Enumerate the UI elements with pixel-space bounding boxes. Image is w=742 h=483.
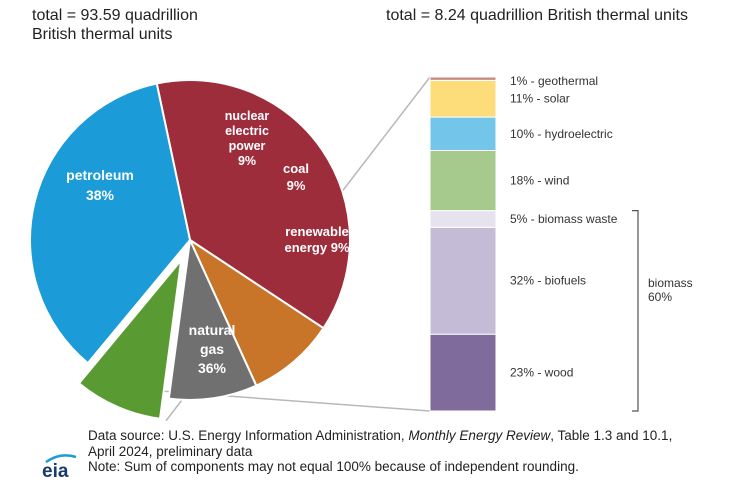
data-source-line: Data source: U.S. Energy Information Adm… (88, 428, 738, 444)
bar-label-biofuels: 32% - biofuels (510, 274, 586, 288)
pie-total-line2: British thermal units (32, 26, 173, 43)
stacked-bar (429, 76, 497, 412)
bar-segment-biomass-waste (429, 210, 497, 228)
source-italic: Monthly Energy Review (408, 428, 551, 443)
pie-slice-petroleum (155, 79, 351, 330)
pie-total-line1: total = 93.59 quadrillion (32, 7, 198, 24)
biomass-bracket: biomass 60% (632, 210, 693, 412)
bar-label-wind: 18% - wind (510, 174, 569, 188)
pie-labels: petroleum 38% nuclear electric power 9% coal 9%… (66, 109, 350, 376)
pie-label-petroleum: petroleum 38% (66, 167, 134, 203)
svg-text:eia: eia (42, 461, 69, 480)
bar-segment-geothermal (429, 76, 497, 81)
bar-label-solar: 11% - solar (510, 92, 570, 106)
source-suffix: , Table 1.3 and 10.1, (550, 428, 673, 443)
pie-label-natural-gas: natural gas 36% (189, 322, 236, 376)
footer-notes: Data source: U.S. Energy Information Adm… (88, 428, 738, 475)
pie-chart (29, 79, 351, 420)
pie-slice-natural-gas (29, 82, 192, 365)
bar-label-biomass-waste: 5% - biomass waste (510, 212, 618, 226)
bar-segment-wood (429, 333, 497, 412)
pie-slice-coal (167, 236, 258, 401)
bar-total-header: total = 8.24 quadrillion British thermal… (386, 7, 688, 24)
pie-label-nuclear-electric-power: nuclear electric power 9% (225, 109, 270, 168)
bar-labels: 23% - wood 32% - biofuels 5% - biomass was… (510, 74, 618, 380)
bar-label-wood: 23% - wood (510, 366, 573, 380)
pie-slice-nuclear-electric-power (187, 237, 325, 387)
eia-logo-icon: eia (42, 454, 77, 480)
pie-label-coal: coal 9% (283, 161, 309, 193)
bar-segment-biofuels (429, 226, 497, 335)
biomass-bracket-label: biomass 60% (648, 276, 693, 304)
bar-segment-wind (429, 149, 497, 212)
biomass-bracket-line (632, 210, 639, 412)
bar-segment-hydroelectric (429, 116, 497, 151)
pie-slice-renewable-energy (77, 256, 183, 420)
rounding-note: Note: Sum of components may not equal 10… (88, 459, 579, 474)
pie-label-renewable-energy: renewable energy 9% (284, 224, 349, 255)
bar-label-geothermal: 1% - geothermal (510, 74, 598, 88)
bar-label-hydroelectric: 10% - hydroelectric (510, 127, 613, 141)
data-source-line2: April 2024, preliminary data (88, 443, 253, 459)
pie-total-header: total = 93.59 quadrillion British therma… (32, 6, 292, 44)
bar-segment-solar (429, 79, 497, 118)
source-prefix: Data source: U.S. Energy Information Adm… (88, 428, 409, 443)
